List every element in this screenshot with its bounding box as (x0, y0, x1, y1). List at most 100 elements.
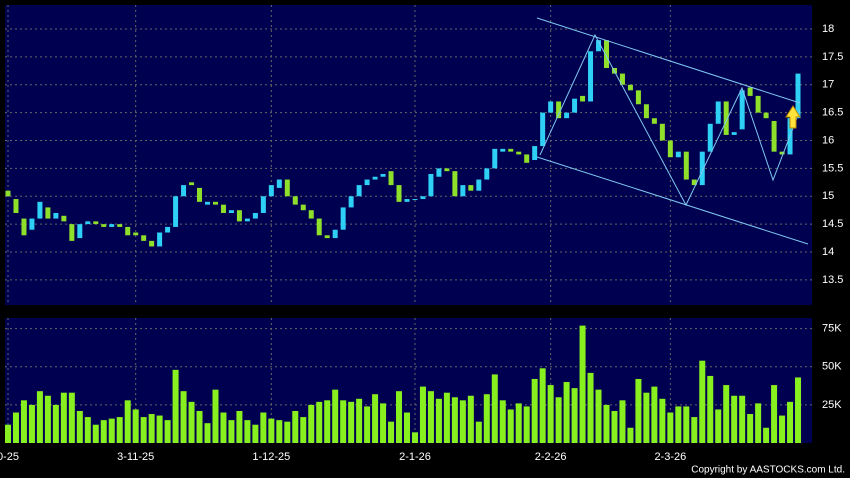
trend-line (536, 17, 801, 104)
volume-bar (92, 424, 99, 443)
candle-body (548, 101, 554, 113)
y-tick-label: 14.5 (822, 218, 843, 230)
trend-line (536, 156, 809, 245)
candle-body (380, 173, 386, 177)
candle-body (747, 87, 753, 96)
volume-bar (132, 409, 139, 443)
volume-tick-label: 50K (822, 361, 842, 373)
candle-body (396, 185, 402, 202)
volume-bar (731, 395, 738, 443)
volume-bar (268, 418, 275, 443)
candle-body (133, 232, 139, 236)
volume-bar (779, 415, 786, 443)
candle-body (181, 185, 187, 197)
volume-bar (435, 398, 442, 443)
volume-bar (651, 386, 658, 443)
candle-body (125, 226, 131, 236)
volume-bar (715, 409, 722, 443)
volume-bar (547, 385, 554, 443)
volume-bar (12, 412, 19, 443)
volume-bar (84, 417, 91, 443)
candle-body (604, 40, 609, 69)
candle-body (252, 212, 258, 219)
candle-body (324, 235, 330, 239)
candle-body (667, 140, 673, 158)
candle-body (795, 73, 801, 119)
volume-bar (276, 420, 283, 443)
candle-body (45, 207, 51, 219)
candle-body (572, 98, 578, 113)
candle-body (588, 51, 594, 102)
candle-body (141, 235, 147, 241)
volume-bar (220, 412, 227, 443)
candle-body (428, 173, 434, 197)
volume-bar (36, 391, 43, 443)
x-tick-label: 2-3-26 (654, 451, 686, 463)
volume-bar (204, 423, 211, 443)
y-tick-label: 13.5 (822, 274, 843, 286)
candle-body (779, 151, 785, 155)
candle-body (308, 210, 314, 219)
candle-body (292, 196, 298, 205)
volume-bar (396, 391, 403, 443)
candle-body (420, 196, 426, 200)
volume-bar (763, 427, 770, 443)
volume-bar (691, 417, 698, 443)
y-tick-label: 17.5 (822, 51, 843, 63)
candle-body (284, 179, 290, 197)
candle-body (508, 148, 514, 152)
candle-body (675, 151, 681, 158)
volume-bar (308, 404, 315, 443)
candle-body (189, 182, 195, 186)
candle-body (412, 199, 418, 201)
volume-bar (515, 403, 522, 443)
candle-body (117, 224, 123, 227)
candle-body (101, 224, 107, 227)
candle-body (205, 201, 210, 205)
volume-bar (675, 406, 682, 443)
volume-bar (260, 412, 267, 443)
volume-bar (787, 401, 794, 443)
candle-body (93, 221, 99, 225)
candle-body (492, 148, 498, 169)
candle-body (683, 151, 689, 180)
candle-body (21, 218, 27, 236)
candle-body (157, 232, 163, 247)
candle-body (516, 151, 522, 155)
candle-body (723, 101, 729, 135)
arrow-icon (785, 105, 801, 129)
volume-bar (116, 417, 123, 443)
volume-bar (404, 412, 410, 443)
volume-bar (795, 377, 802, 443)
volume-bar (419, 386, 426, 443)
volume-bar (667, 412, 674, 443)
volume-bar (188, 401, 195, 443)
candle-body (691, 179, 697, 186)
candle-body (707, 123, 713, 152)
volume-bar (316, 401, 323, 443)
volume-bar (68, 392, 75, 443)
candle-body (468, 185, 474, 191)
volume-bar (212, 389, 219, 443)
candle-body (452, 171, 458, 197)
volume-bar (659, 398, 666, 443)
volume-bar (635, 378, 642, 443)
volume-bar (683, 406, 690, 443)
volume-bar (20, 400, 27, 443)
candle-body (300, 204, 306, 211)
candle-body (500, 148, 506, 152)
candle-body (268, 185, 274, 197)
volume-bar (356, 398, 363, 443)
candle-body (556, 101, 562, 119)
volume-bar (388, 421, 395, 443)
marks (5, 40, 802, 443)
copyright: Copyright by AASTOCKS.com Ltd. (691, 465, 845, 476)
volume-bar (555, 397, 562, 443)
trend-lines (536, 17, 809, 245)
candle-body (316, 218, 322, 236)
candle-body (524, 154, 530, 163)
volume-bar (100, 420, 107, 443)
volume-bar (348, 401, 355, 443)
volume-bar (771, 385, 778, 443)
